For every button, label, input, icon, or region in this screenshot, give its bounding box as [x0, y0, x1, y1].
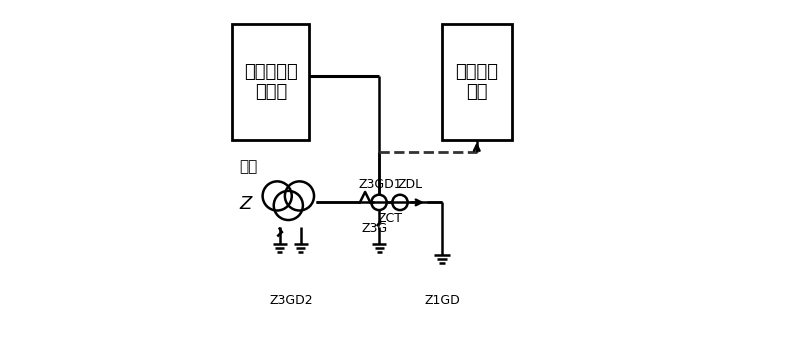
Text: 母差保护
装置: 母差保护 装置	[455, 62, 498, 102]
Text: Z1GD: Z1GD	[424, 294, 460, 307]
Text: Z3GD2: Z3GD2	[270, 294, 314, 307]
Text: Z3G: Z3G	[362, 222, 388, 235]
Text: ZCT: ZCT	[378, 211, 402, 225]
Text: Z: Z	[239, 195, 252, 213]
Text: Z3GD1: Z3GD1	[358, 178, 402, 192]
Text: 主变: 主变	[239, 159, 258, 174]
FancyBboxPatch shape	[442, 24, 512, 140]
Text: 电流源及测
量装置: 电流源及测 量装置	[244, 62, 298, 102]
Text: ZDL: ZDL	[398, 178, 422, 192]
FancyBboxPatch shape	[233, 24, 310, 140]
